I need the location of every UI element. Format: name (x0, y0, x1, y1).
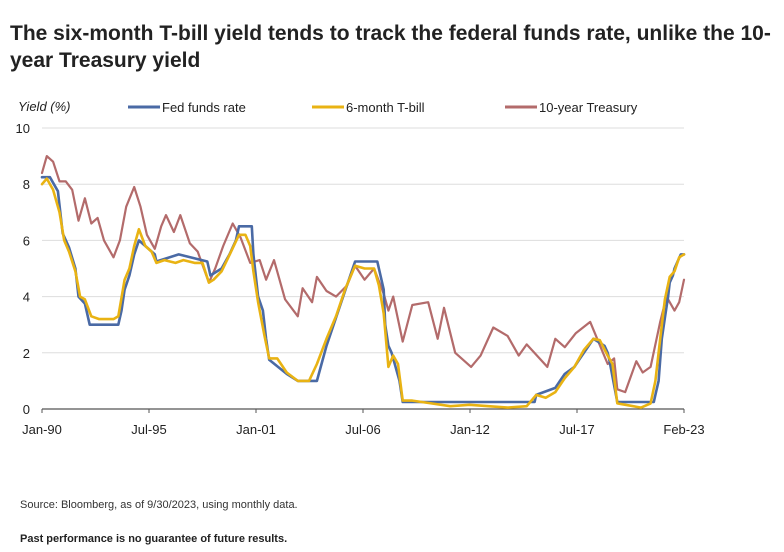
y-tick-label: 0 (23, 402, 30, 417)
series-lines (40, 155, 686, 409)
x-tick-label: Jul-95 (131, 422, 166, 437)
legend-label-tbill: 6-month T-bill (346, 100, 425, 115)
source-note: Source: Bloomberg, as of 9/30/2023, usin… (20, 499, 298, 511)
disclaimer: Past performance is no guarantee of futu… (20, 533, 288, 545)
y-tick-label: 8 (23, 177, 30, 192)
legend: Fed funds rate 6-month T-bill 10-year Trea… (128, 100, 638, 115)
series-line-tbill (40, 177, 686, 409)
y-axis-label: Yield (%) (18, 99, 71, 114)
y-tick-label: 4 (23, 290, 30, 305)
y-tick-label: 10 (16, 121, 30, 136)
y-tick-label: 6 (23, 233, 30, 248)
legend-label-treasury: 10-year Treasury (539, 100, 638, 115)
x-tick-label: Jan-12 (450, 422, 490, 437)
x-tick-label: Jan-90 (22, 422, 62, 437)
line-chart: 0 2 4 6 8 10 Jan-90 Jul-95 Jan-01 Jul-06 Jan-12 Ju… (16, 99, 705, 437)
x-tick-label: Feb-23 (663, 422, 704, 437)
y-tick-label: 2 (23, 346, 30, 361)
x-tick-label: Jan-01 (236, 422, 276, 437)
series-line-fed (40, 175, 686, 404)
x-axis-ticks: Jan-90 Jul-95 Jan-01 Jul-06 Jan-12 Jul-17 Feb-… (22, 409, 705, 437)
chart-title: The six-month T-bill yield tends to trac… (10, 22, 771, 72)
y-axis-ticks: 0 2 4 6 8 10 (16, 121, 30, 417)
x-tick-label: Jul-06 (345, 422, 380, 437)
series-line-treasury (40, 155, 686, 394)
x-tick-label: Jul-17 (559, 422, 594, 437)
legend-label-fed: Fed funds rate (162, 100, 246, 115)
